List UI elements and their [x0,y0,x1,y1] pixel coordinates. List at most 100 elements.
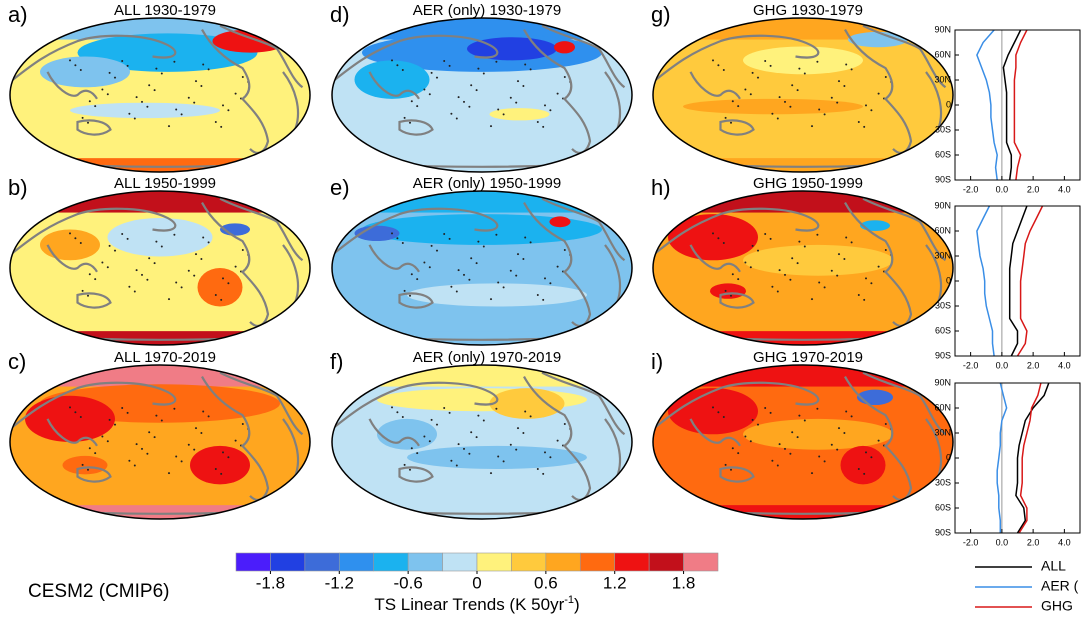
stipple [160,245,163,248]
map-title: ALL 1930-1979 [114,2,216,19]
coastline [721,467,754,481]
stipple [509,96,512,99]
x-tick-label: 0.0 [996,537,1009,547]
coastline [48,419,98,446]
stipple [823,113,826,116]
stipple [737,278,740,281]
colorbar-title: TS Linear Trends (K 50yr-1) [374,594,579,615]
stipple [542,472,545,475]
x-tick-label: -2.0 [963,537,979,547]
stipple [108,71,111,74]
stipple [193,274,196,277]
stipple [712,406,714,409]
panel-letter: h) [651,175,671,200]
y-tick-label: 30S [935,300,951,310]
stipple [737,452,740,455]
stipple [816,407,819,410]
stipple [114,249,116,252]
stipple [153,262,156,265]
stipple [410,447,413,450]
stipple [749,93,752,96]
map-field [10,191,310,213]
stipple [731,447,734,450]
panel-letter: d) [330,2,350,27]
stipple [717,64,720,67]
stipple [222,104,224,107]
stipple [457,96,460,99]
stipple [401,242,404,245]
stipple [838,253,840,256]
stipple [114,76,116,79]
colorbar-box [545,552,581,572]
stipple [744,88,747,91]
map-border [331,17,633,173]
stipple [409,468,411,471]
stipple [477,240,480,243]
stipple [468,278,471,281]
stipple [153,436,156,439]
stipple [220,125,223,128]
stipple [106,266,109,269]
stipple [798,240,801,243]
stipple [845,63,848,66]
panel-frame [954,382,1081,534]
stipple [536,121,539,124]
stipple [401,69,404,72]
stipple [69,406,71,409]
stipple [764,60,767,63]
stipple [126,237,129,240]
coastline [283,419,298,477]
stipple [475,262,478,265]
y-tick-label: 30S [935,124,951,134]
stipple [789,452,792,455]
stipple [396,411,399,414]
profile-line [1013,29,1028,181]
stipple [121,233,124,236]
stipple [88,447,91,450]
stipple [717,237,720,240]
stipple [234,265,237,268]
stipple [751,418,754,421]
stipple [463,273,465,276]
stipple [187,96,190,99]
stipple [796,89,799,92]
stipple [200,257,203,260]
stipple [450,112,453,115]
stipple [101,435,104,438]
stipple [450,285,453,288]
legend-label: GHG [1041,598,1073,614]
map [332,191,632,345]
stipple [443,407,446,410]
map [332,365,632,519]
stipple [202,410,205,413]
stipple [818,108,821,111]
colorbar-box [270,552,306,572]
stipple [155,240,158,243]
stipple [477,414,480,417]
stipple [757,249,759,252]
stipple [722,242,725,245]
stipple [423,261,426,264]
stipple [455,117,458,120]
stipple [771,285,774,288]
map-border [652,190,954,346]
stipple [87,121,89,124]
x-tick-label: -2.0 [963,184,979,194]
stipple [515,274,518,277]
stipple [202,63,205,66]
map-border [331,190,633,346]
stipple [403,116,406,119]
stipple [106,440,109,443]
coastline [400,467,433,481]
colorbar-tick-label: 1.8 [672,573,696,592]
stipple [430,71,433,74]
stipple [81,116,84,119]
profile-line [976,29,998,181]
stipple [155,67,158,70]
stipple [884,248,887,251]
stipple [133,117,136,120]
stipple [803,72,806,75]
stipple [509,269,512,272]
stipple [416,452,419,455]
